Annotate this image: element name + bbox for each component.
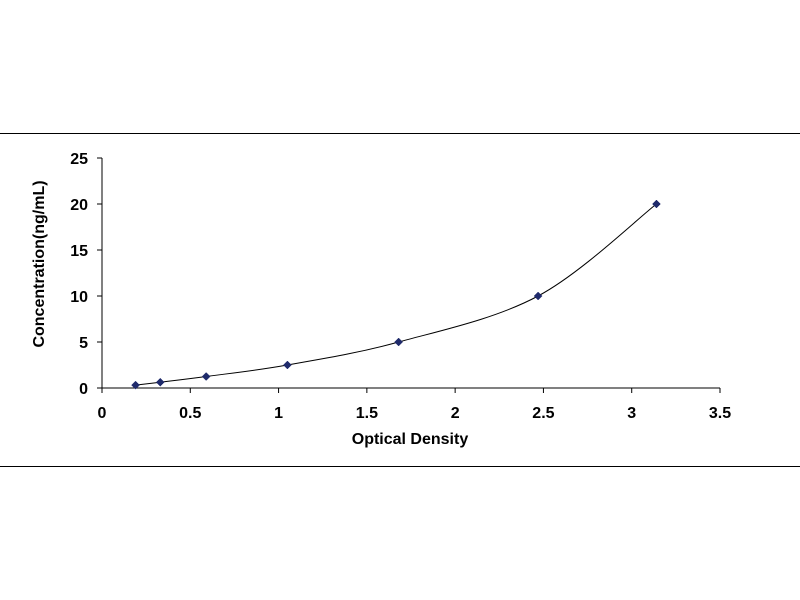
y-tick-label: 15 (70, 243, 88, 260)
data-point-marker (201, 372, 211, 381)
x-tick-label: 3 (627, 405, 636, 422)
x-tick-label: 2.5 (532, 405, 554, 422)
data-point-marker (283, 360, 292, 370)
x-tick-label: 2 (451, 405, 460, 422)
y-tick-label: 20 (70, 197, 88, 214)
x-tick-label: 1 (274, 405, 283, 422)
x-ticks: 0 0.5 1 1.5 2 2.5 3 3.5 (98, 388, 731, 422)
y-axis-title: Concentration(ng/mL) (31, 180, 48, 347)
x-tick-label: 0.5 (179, 405, 201, 422)
y-tick-label: 25 (70, 151, 88, 168)
y-tick-label: 0 (79, 381, 88, 398)
x-tick-label: 0 (98, 405, 107, 422)
x-axis-title: Optical Density (352, 431, 469, 448)
axes (101, 158, 720, 389)
data-point-marker (652, 199, 661, 209)
x-tick-label: 3.5 (709, 405, 731, 422)
data-point-marker (155, 377, 165, 387)
x-tick-label: 1.5 (356, 405, 378, 422)
chart-frame (0, 133, 800, 467)
data-point-marker (533, 291, 543, 301)
y-tick-label: 5 (79, 335, 88, 352)
y-tick-label: 10 (70, 289, 88, 306)
trend-curve (135, 203, 657, 386)
data-point-marker (394, 337, 403, 347)
data-point-marker (131, 380, 140, 390)
data-markers (131, 199, 661, 390)
y-ticks: 0 5 10 15 20 25 (70, 151, 102, 398)
